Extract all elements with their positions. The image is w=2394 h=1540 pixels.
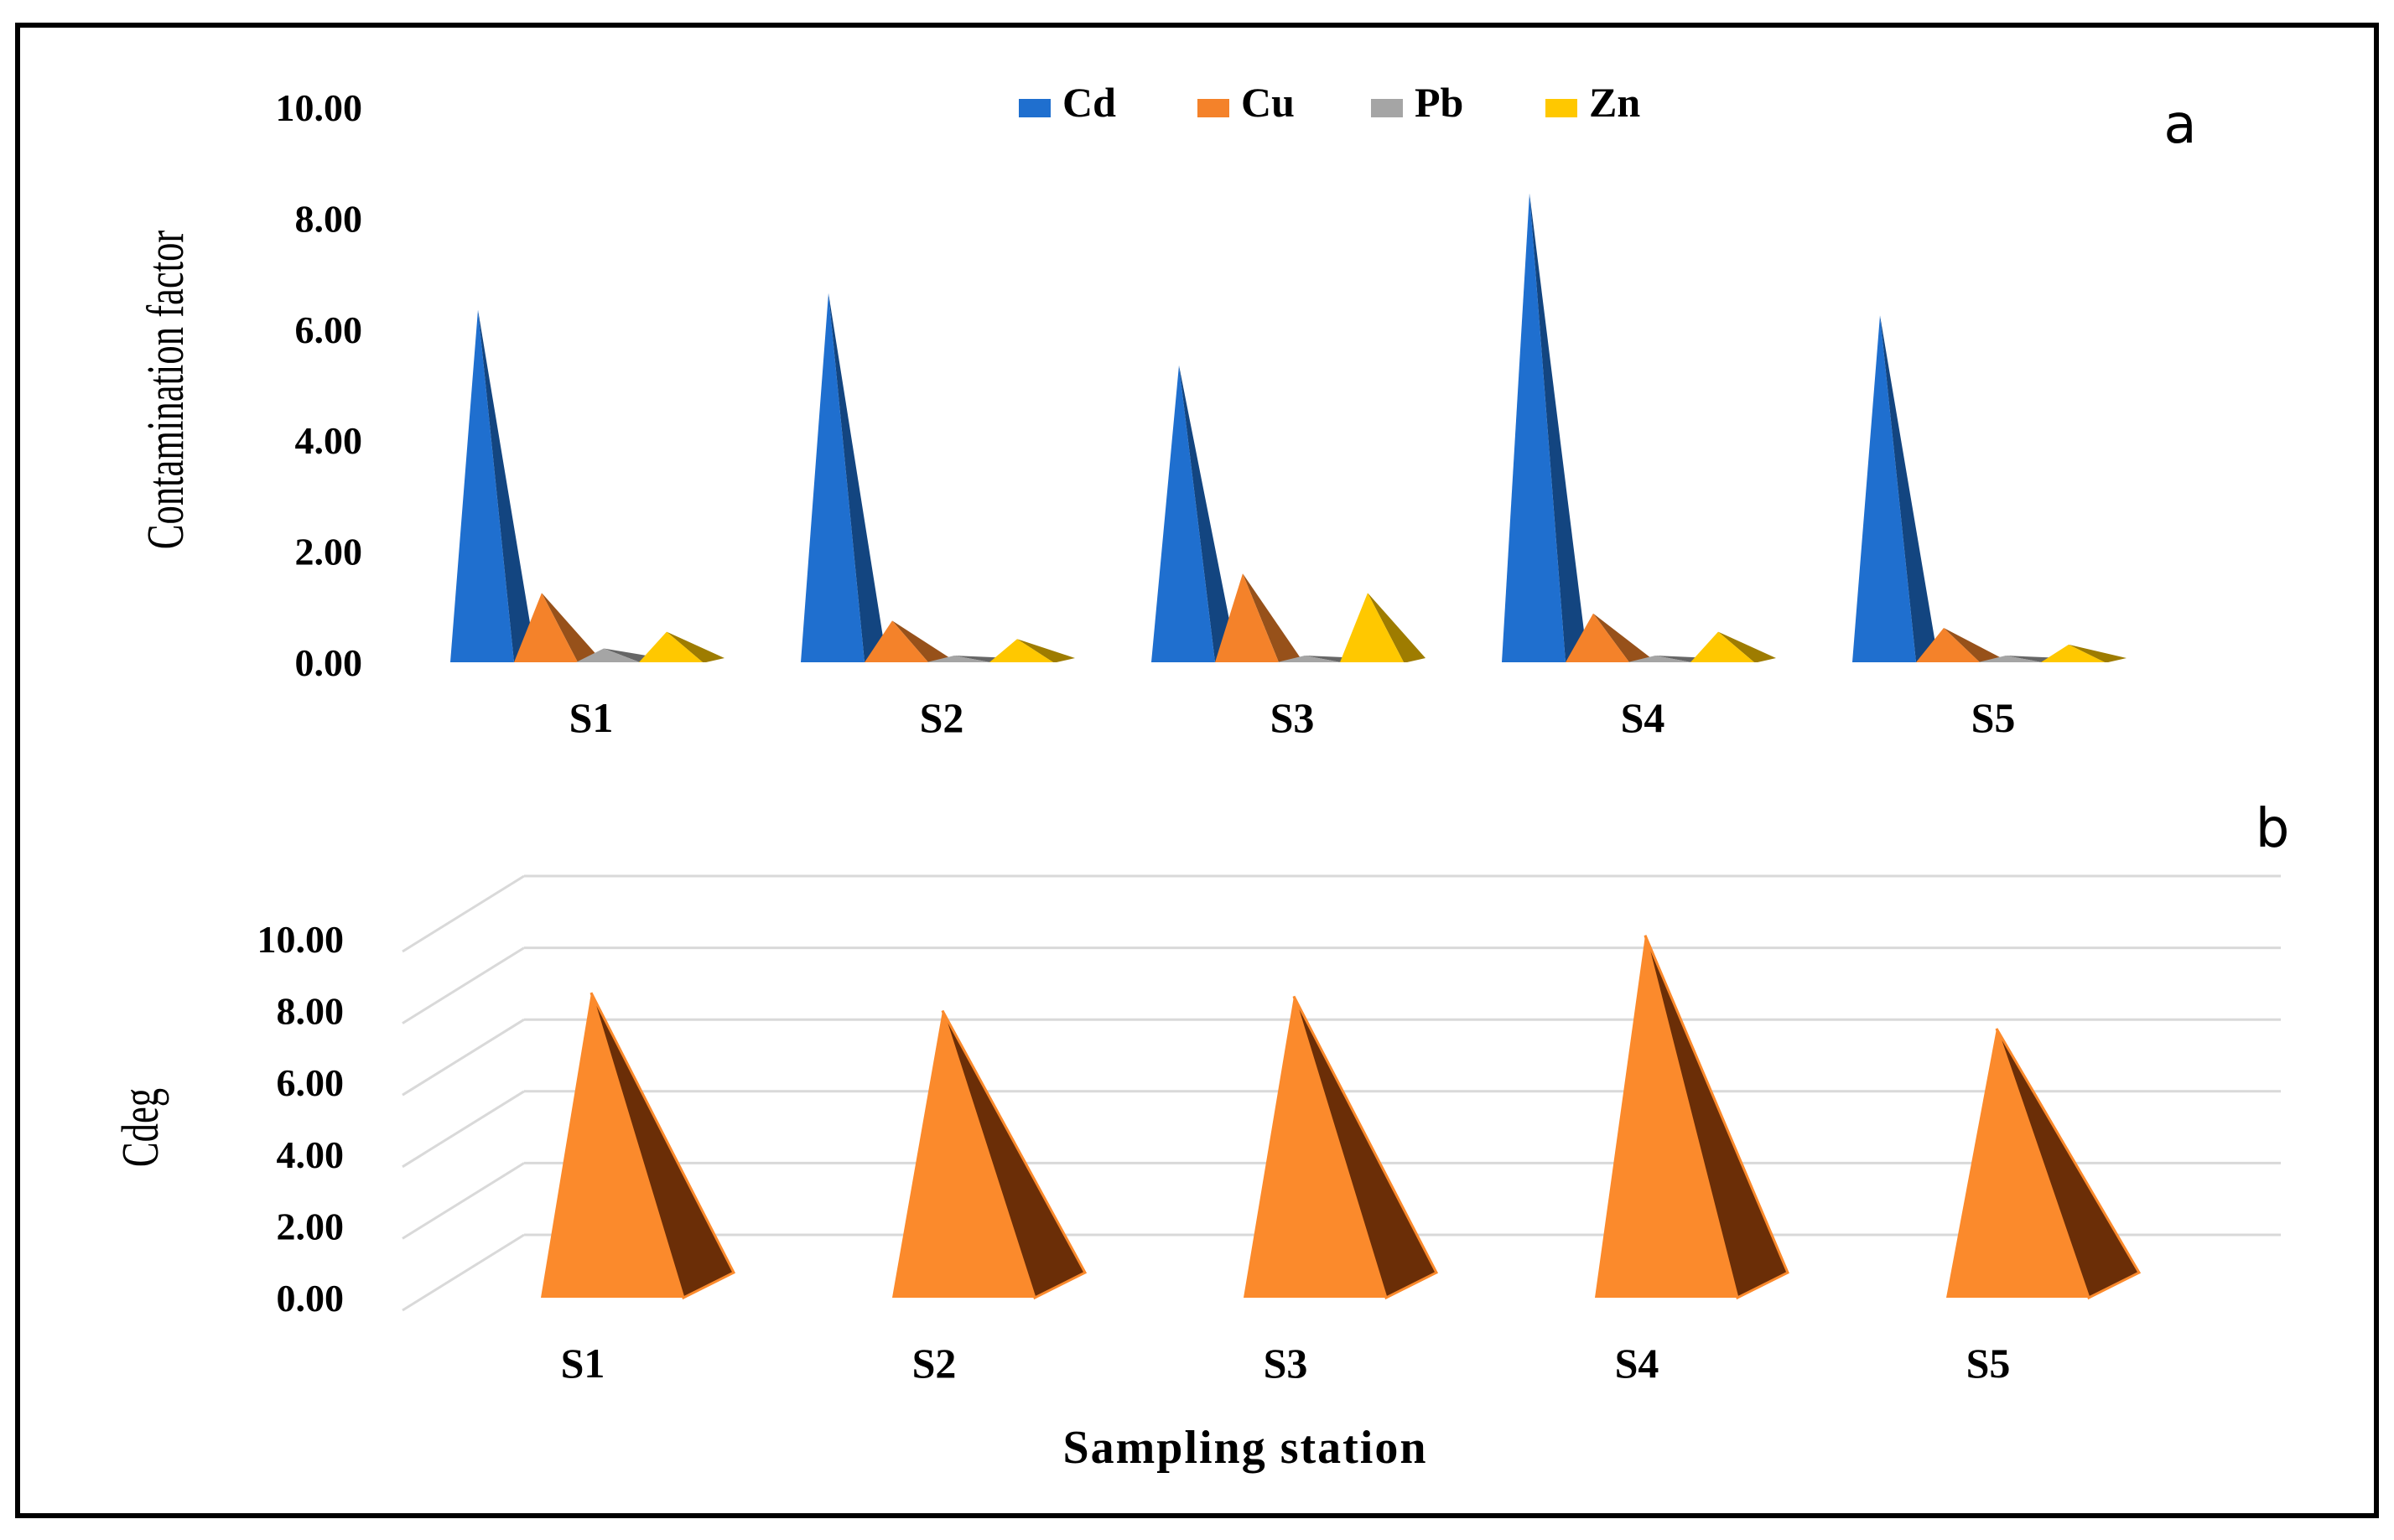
y-tick-label: 0.00 <box>295 641 363 684</box>
bar-cdeg-s2 <box>892 1009 1088 1300</box>
legend-item-cd: Cd <box>1019 79 1116 126</box>
x-tick-label: S5 <box>1966 1340 2011 1387</box>
gridline-side <box>402 1090 525 1169</box>
bar-cu-s1 <box>514 593 600 662</box>
x-tick-label: S4 <box>1615 1340 1659 1387</box>
bar-zn-s3 <box>1340 593 1425 662</box>
legend-label: Pb <box>1415 79 1463 126</box>
legend-item-pb: Pb <box>1371 79 1463 126</box>
x-tick-label: S3 <box>1270 694 1315 741</box>
bar-cu-s4 <box>1566 613 1651 662</box>
y-tick-label: 6.00 <box>295 309 363 351</box>
y-tick-label: 4.00 <box>295 419 363 462</box>
figure-border <box>15 23 2379 1518</box>
bar-cdeg-s4 <box>1595 935 1789 1300</box>
bar-cd-s2 <box>801 293 886 662</box>
legend-item-zn: Zn <box>1545 79 1640 126</box>
gridline-side <box>402 1162 525 1240</box>
y-tick-label: 0.00 <box>277 1277 345 1320</box>
bar-zn-s1 <box>639 631 724 662</box>
gridline-side <box>402 874 525 953</box>
bar-cd-s4 <box>1502 193 1587 663</box>
panel-b-y-ticks: 0.00 2.00 4.00 6.00 8.00 10.00 <box>257 918 345 1320</box>
bar-zn-s4 <box>1690 631 1776 662</box>
x-tick-label: S4 <box>1621 694 1665 741</box>
legend-swatch <box>1197 99 1229 117</box>
bar-cu-s2 <box>865 620 950 662</box>
y-tick-label: 8.00 <box>295 197 363 240</box>
bar-cd-s3 <box>1151 365 1237 662</box>
legend-label: Zn <box>1589 79 1640 126</box>
bar-zn-s5 <box>2041 644 2127 662</box>
legend-swatch <box>1371 99 1403 117</box>
panel-a-contamination-factor: a Contamination factor 0.00 2.00 4.00 6.00 8… <box>137 79 2197 741</box>
panel-b-x-axis-title: Sampling station <box>1063 1422 1428 1474</box>
gridline-side <box>402 946 525 1024</box>
bar-cdeg-s1 <box>541 992 736 1300</box>
panel-a-legend: Cd Cu Pb Zn <box>1019 79 1640 126</box>
x-tick-label: S1 <box>569 694 614 741</box>
y-tick-label: 4.00 <box>277 1133 345 1176</box>
gridline-side <box>402 1233 525 1312</box>
y-tick-label: 6.00 <box>277 1061 345 1104</box>
y-tick-label: 8.00 <box>277 990 345 1033</box>
x-tick-label: S5 <box>1971 694 2016 741</box>
bar-cdeg-s5 <box>1946 1028 2142 1300</box>
panel-a-y-ticks: 0.00 2.00 4.00 6.00 8.00 10.00 <box>276 86 363 684</box>
x-tick-label: S1 <box>561 1340 605 1387</box>
bar-cd-s5 <box>1852 315 1938 662</box>
bar-zn-s2 <box>989 639 1075 662</box>
legend-label: Cd <box>1062 79 1116 126</box>
panel-b-y-axis-title: Cdeg <box>112 1088 169 1167</box>
y-tick-label: 10.00 <box>276 86 363 129</box>
y-tick-label: 2.00 <box>295 531 363 573</box>
x-tick-label: S3 <box>1264 1340 1308 1387</box>
legend-label: Cu <box>1241 79 1295 126</box>
panel-a-x-ticks: S1 S2 S3 S4 S5 <box>569 694 2016 741</box>
y-tick-label: 10.00 <box>257 918 345 961</box>
legend-swatch <box>1019 99 1051 117</box>
legend-item-cu: Cu <box>1197 79 1295 126</box>
legend-swatch <box>1545 99 1577 117</box>
panel-b-label: b <box>2256 798 2290 860</box>
panel-b-x-ticks: S1 S2 S3 S4 S5 <box>561 1340 2011 1387</box>
bar-cu-s3 <box>1215 573 1301 662</box>
bar-cd-s1 <box>450 309 536 662</box>
x-tick-label: S2 <box>912 1340 957 1387</box>
panel-a-bars <box>450 193 2127 663</box>
panel-b-bars <box>541 935 2142 1300</box>
bar-cu-s5 <box>1916 627 2002 662</box>
bar-cdeg-s3 <box>1244 995 1439 1300</box>
y-tick-label: 2.00 <box>277 1205 345 1247</box>
gridline-side <box>402 1018 525 1097</box>
x-tick-label: S2 <box>920 694 964 741</box>
panel-a-label: a <box>2163 94 2196 156</box>
panel-a-y-axis-title: Contamination factor <box>137 231 195 550</box>
